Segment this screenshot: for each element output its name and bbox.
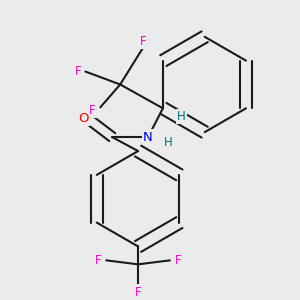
Text: F: F	[175, 254, 181, 267]
Text: H: H	[164, 136, 173, 148]
Text: N: N	[143, 130, 153, 144]
Text: F: F	[89, 104, 96, 117]
Text: F: F	[75, 65, 82, 78]
Text: F: F	[95, 254, 102, 267]
Text: F: F	[135, 286, 141, 299]
Text: O: O	[78, 112, 89, 125]
Text: H: H	[177, 110, 186, 123]
Text: F: F	[140, 35, 146, 48]
